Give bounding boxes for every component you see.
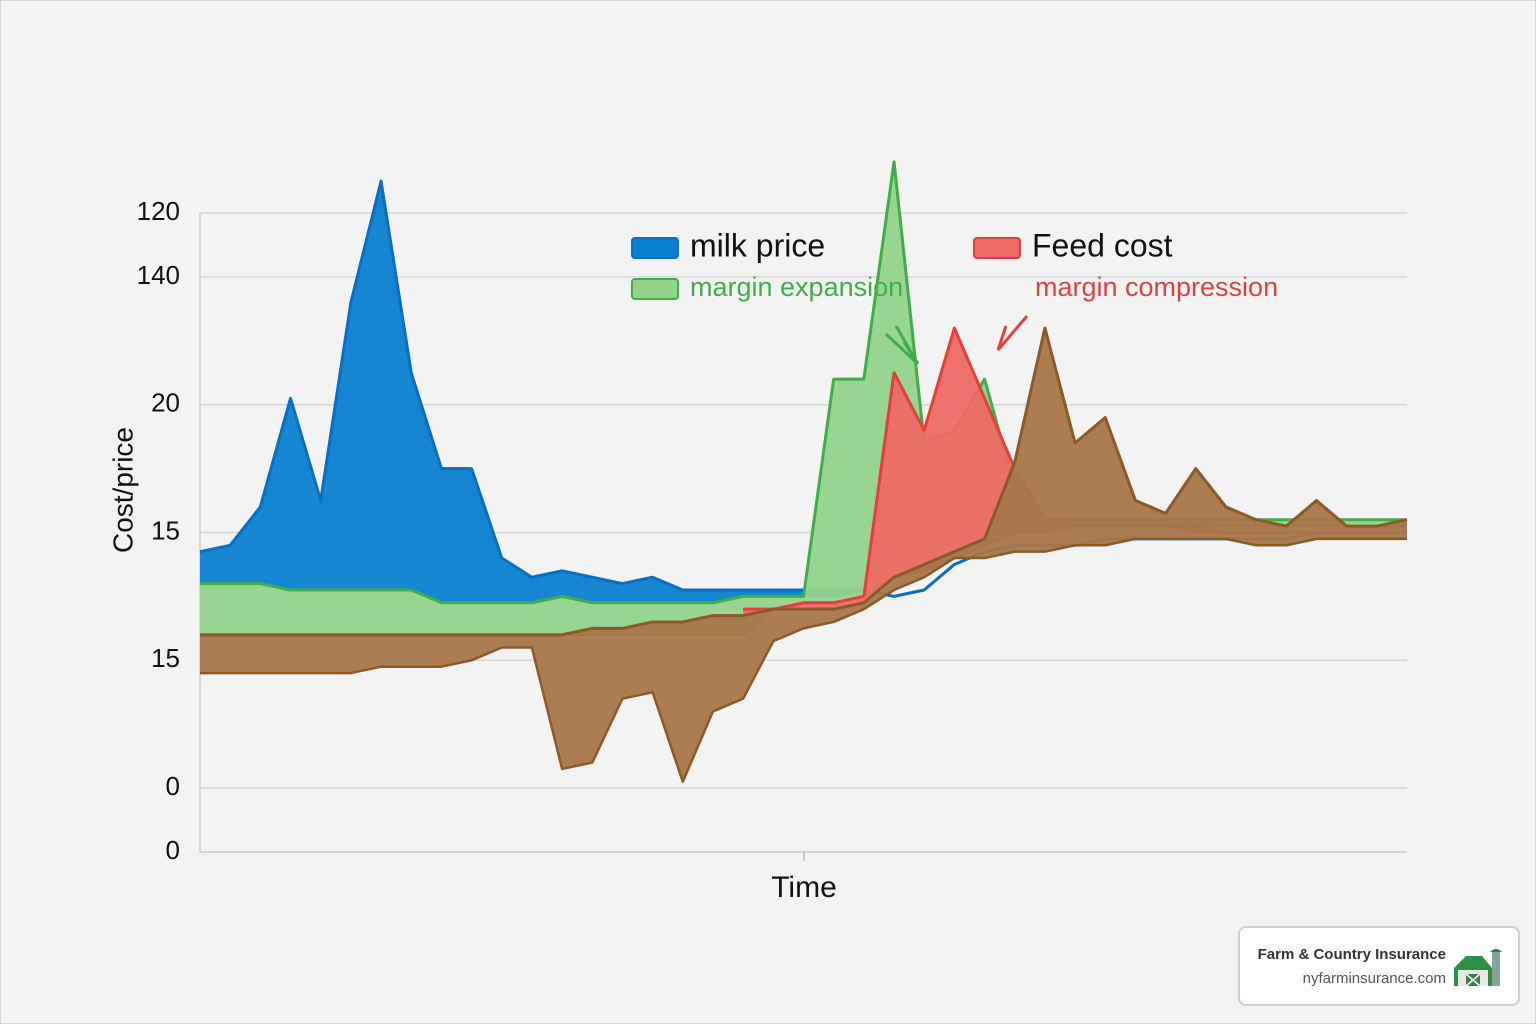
legend-label: margin expansion bbox=[690, 272, 903, 302]
y-tick-label: 20 bbox=[151, 388, 180, 418]
annotation: margin compression bbox=[1035, 272, 1278, 302]
badge-url: nyfarminsurance.com bbox=[1302, 970, 1446, 987]
badge: Farm & Country Insurance nyfarminsurance… bbox=[1238, 926, 1520, 1006]
area-base-line bbox=[200, 537, 1407, 783]
area-top-line bbox=[200, 326, 1408, 637]
legend-label: Feed cost bbox=[1032, 227, 1173, 263]
legend-swatch bbox=[631, 237, 679, 259]
y-tick-label: 0 bbox=[166, 771, 180, 801]
y-tick-label: 0 bbox=[166, 835, 180, 865]
area-fill bbox=[200, 181, 1407, 603]
arrow bbox=[884, 325, 920, 366]
y-tick-label: 15 bbox=[151, 515, 180, 545]
legend-swatch bbox=[973, 237, 1021, 259]
area-fill bbox=[743, 328, 1407, 616]
x-axis-label: Time bbox=[771, 871, 837, 904]
barn-icon bbox=[1454, 949, 1502, 987]
legend-label: milk price bbox=[690, 227, 825, 263]
arrow bbox=[996, 315, 1029, 351]
badge-title: Farm & Country Insurance bbox=[1257, 946, 1446, 963]
y-tick-label: 120 bbox=[137, 196, 180, 226]
legend-swatch bbox=[631, 278, 679, 300]
area-fill bbox=[200, 328, 1407, 782]
y-tick-label: 15 bbox=[151, 643, 180, 673]
y-tick-label: 140 bbox=[137, 260, 180, 290]
y-axis-label: Cost/price bbox=[107, 427, 138, 553]
